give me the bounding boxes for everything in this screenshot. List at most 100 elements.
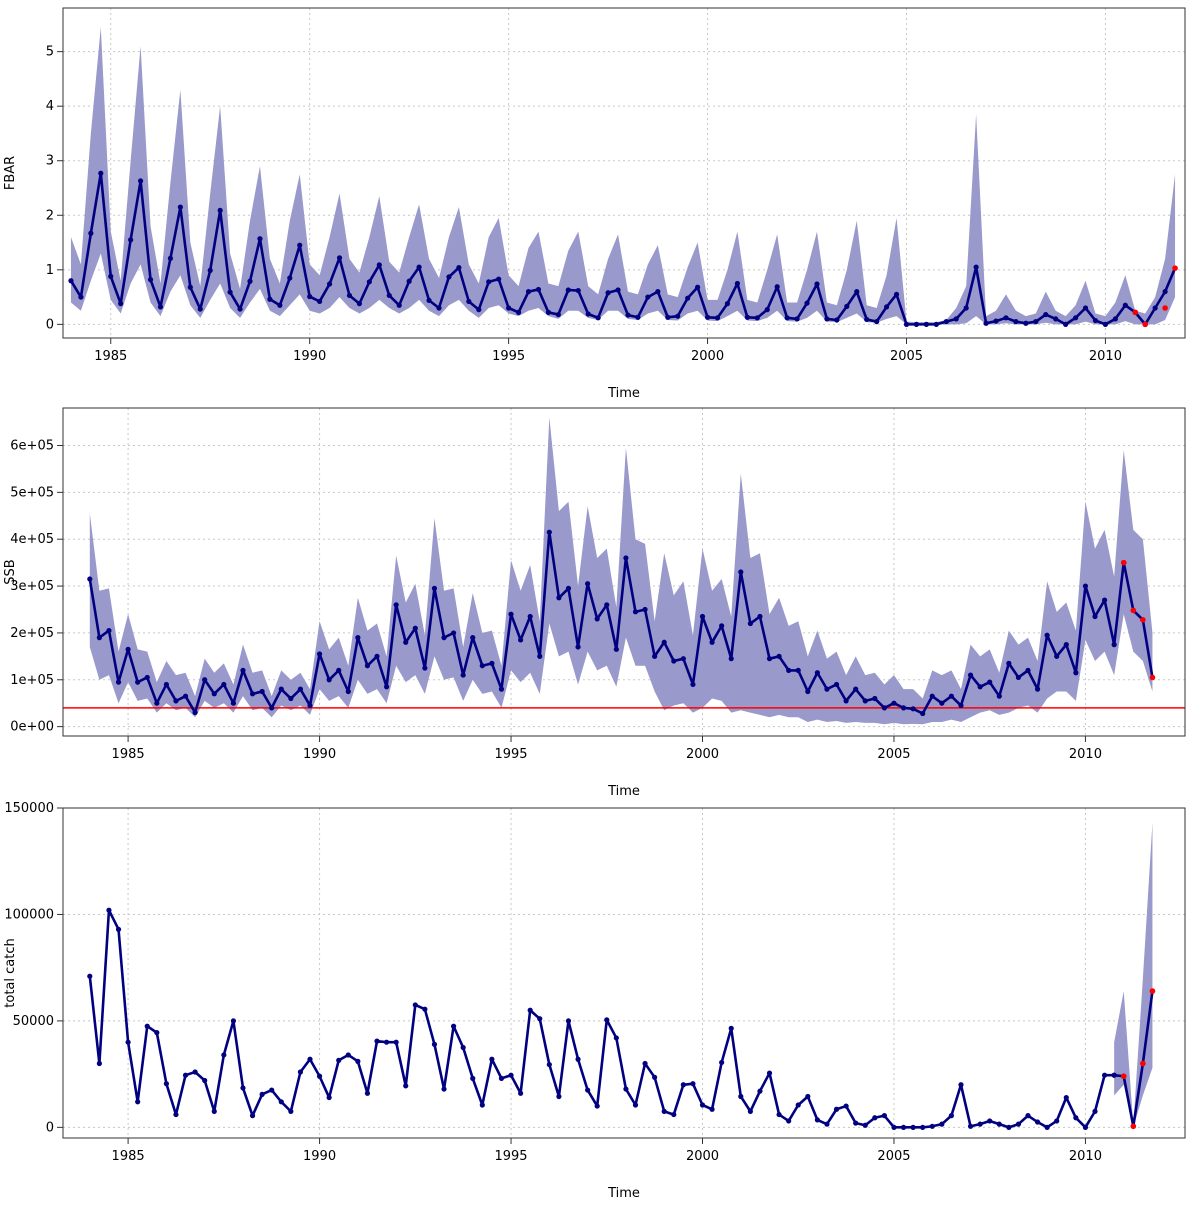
x-tick-label: 1985 xyxy=(94,349,127,364)
data-point xyxy=(824,1121,830,1127)
data-point xyxy=(776,653,782,659)
data-point xyxy=(933,321,939,327)
x-axis-title: Time xyxy=(607,386,640,401)
data-point xyxy=(436,305,442,311)
data-point xyxy=(1072,315,1079,321)
data-point xyxy=(1044,632,1050,638)
data-point xyxy=(714,315,721,321)
data-point xyxy=(1025,667,1031,674)
data-point xyxy=(585,581,591,587)
confidence-band xyxy=(70,27,1176,325)
data-point xyxy=(441,1086,447,1092)
projection-point xyxy=(1132,309,1139,316)
data-point xyxy=(853,686,859,692)
projection-point xyxy=(1172,265,1178,271)
x-tick-label: 1995 xyxy=(492,349,525,364)
data-point xyxy=(489,660,495,666)
data-point xyxy=(211,691,217,697)
data-point xyxy=(144,1023,150,1029)
data-point xyxy=(326,677,332,683)
data-point xyxy=(929,693,935,699)
data-point xyxy=(757,1088,763,1094)
data-point xyxy=(704,314,711,320)
data-point xyxy=(326,281,333,287)
data-point xyxy=(259,1091,265,1097)
data-point xyxy=(128,237,134,243)
data-point xyxy=(805,688,811,695)
data-point xyxy=(680,1082,686,1088)
x-tick-label: 2010 xyxy=(1069,747,1102,762)
data-point xyxy=(786,1118,792,1124)
data-point xyxy=(1063,1094,1069,1101)
data-point xyxy=(383,1039,390,1045)
data-point xyxy=(595,315,601,321)
data-point xyxy=(575,1056,581,1062)
data-point xyxy=(1043,311,1049,318)
data-point xyxy=(958,1082,964,1088)
data-point xyxy=(297,242,303,248)
data-point xyxy=(794,316,800,322)
data-point xyxy=(406,278,412,284)
data-point xyxy=(403,1083,409,1089)
x-tick-label: 2000 xyxy=(686,747,719,762)
data-point xyxy=(135,679,141,685)
data-point xyxy=(1092,317,1099,324)
data-point xyxy=(1054,1118,1060,1124)
data-point xyxy=(575,287,581,294)
data-point xyxy=(412,625,418,631)
data-point xyxy=(386,292,392,299)
data-point xyxy=(177,204,183,210)
data-point xyxy=(496,276,502,282)
data-point xyxy=(237,306,243,312)
x-tick-label: 1990 xyxy=(303,747,336,762)
data-point xyxy=(269,1087,275,1093)
data-point xyxy=(967,672,974,678)
data-point xyxy=(307,1056,313,1062)
data-point xyxy=(948,693,955,699)
data-point xyxy=(1082,305,1089,311)
data-point xyxy=(671,658,677,664)
data-point xyxy=(719,623,725,629)
data-point xyxy=(125,1039,131,1045)
data-point xyxy=(900,705,907,711)
data-point xyxy=(416,264,422,270)
data-point xyxy=(476,307,482,313)
data-point xyxy=(518,637,524,643)
data-point xyxy=(872,695,878,702)
data-point xyxy=(163,1081,169,1087)
data-point xyxy=(336,667,342,674)
data-point xyxy=(192,1069,198,1075)
y-tick-label: 1 xyxy=(46,263,54,278)
data-point xyxy=(154,700,160,706)
confidence-band xyxy=(1114,822,1153,1128)
data-point xyxy=(450,1023,457,1029)
data-point xyxy=(470,635,476,641)
data-point xyxy=(824,686,830,692)
data-point xyxy=(685,295,691,301)
data-point xyxy=(376,262,382,268)
data-point xyxy=(489,1056,495,1062)
y-tick-label: 6e+05 xyxy=(10,438,54,453)
projection-point xyxy=(1142,321,1149,328)
x-tick-label: 1985 xyxy=(112,747,145,762)
x-tick-label: 2005 xyxy=(877,747,910,762)
data-point xyxy=(903,321,910,327)
data-point xyxy=(316,651,323,657)
panel-ssb: 1985 1990 1995 2000 2005 2010 0e+00 1e+05 2e+05 3… xyxy=(3,407,1186,799)
data-point xyxy=(486,279,492,285)
data-point xyxy=(862,698,868,704)
data-point xyxy=(958,702,964,709)
data-point xyxy=(963,305,969,311)
data-point xyxy=(642,1060,648,1067)
data-point xyxy=(613,1035,619,1041)
data-point xyxy=(115,679,122,685)
data-point xyxy=(167,255,174,261)
data-point xyxy=(953,316,959,322)
y-axis-title: total catch xyxy=(3,938,18,1007)
data-point xyxy=(833,681,840,688)
data-point xyxy=(1092,613,1098,620)
data-point xyxy=(893,291,900,297)
data-point xyxy=(623,555,629,561)
data-point xyxy=(652,1074,658,1080)
